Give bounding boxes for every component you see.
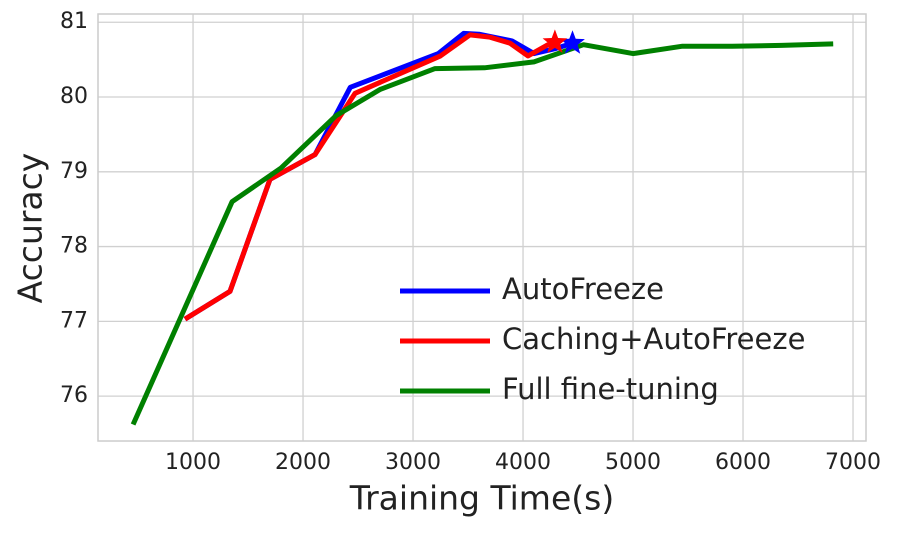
x-axis-label: Training Time(s) — [349, 479, 614, 518]
plot-frame — [97, 13, 867, 442]
end-marker — [560, 30, 585, 54]
legend-label: Full fine-tuning — [502, 372, 719, 406]
end-marker — [542, 29, 568, 53]
y-tick-label: 76 — [60, 383, 88, 408]
y-tick-label: 79 — [60, 159, 88, 184]
x-tick-label: 6000 — [715, 450, 771, 475]
y-tick-label: 78 — [60, 234, 88, 259]
y-tick-label: 81 — [60, 9, 88, 34]
x-tick-label: 7000 — [825, 450, 881, 475]
x-tick-label: 3000 — [385, 450, 441, 475]
series-line — [183, 32, 556, 322]
legend-label: Caching+AutoFreeze — [502, 322, 805, 356]
y-axis-label: Accuracy — [11, 153, 50, 304]
legend-label: AutoFreeze — [502, 272, 664, 306]
x-tick-label: 2000 — [275, 450, 331, 475]
series-line — [130, 41, 834, 426]
legend: AutoFreeze Caching+AutoFreeze Full fine-tu… — [400, 272, 805, 406]
x-tick-label: 5000 — [605, 450, 661, 475]
y-tick-label: 77 — [60, 308, 88, 333]
y-tick-label: 80 — [60, 84, 88, 109]
x-tick-label: 1000 — [165, 450, 221, 475]
x-tick-label: 4000 — [495, 450, 551, 475]
